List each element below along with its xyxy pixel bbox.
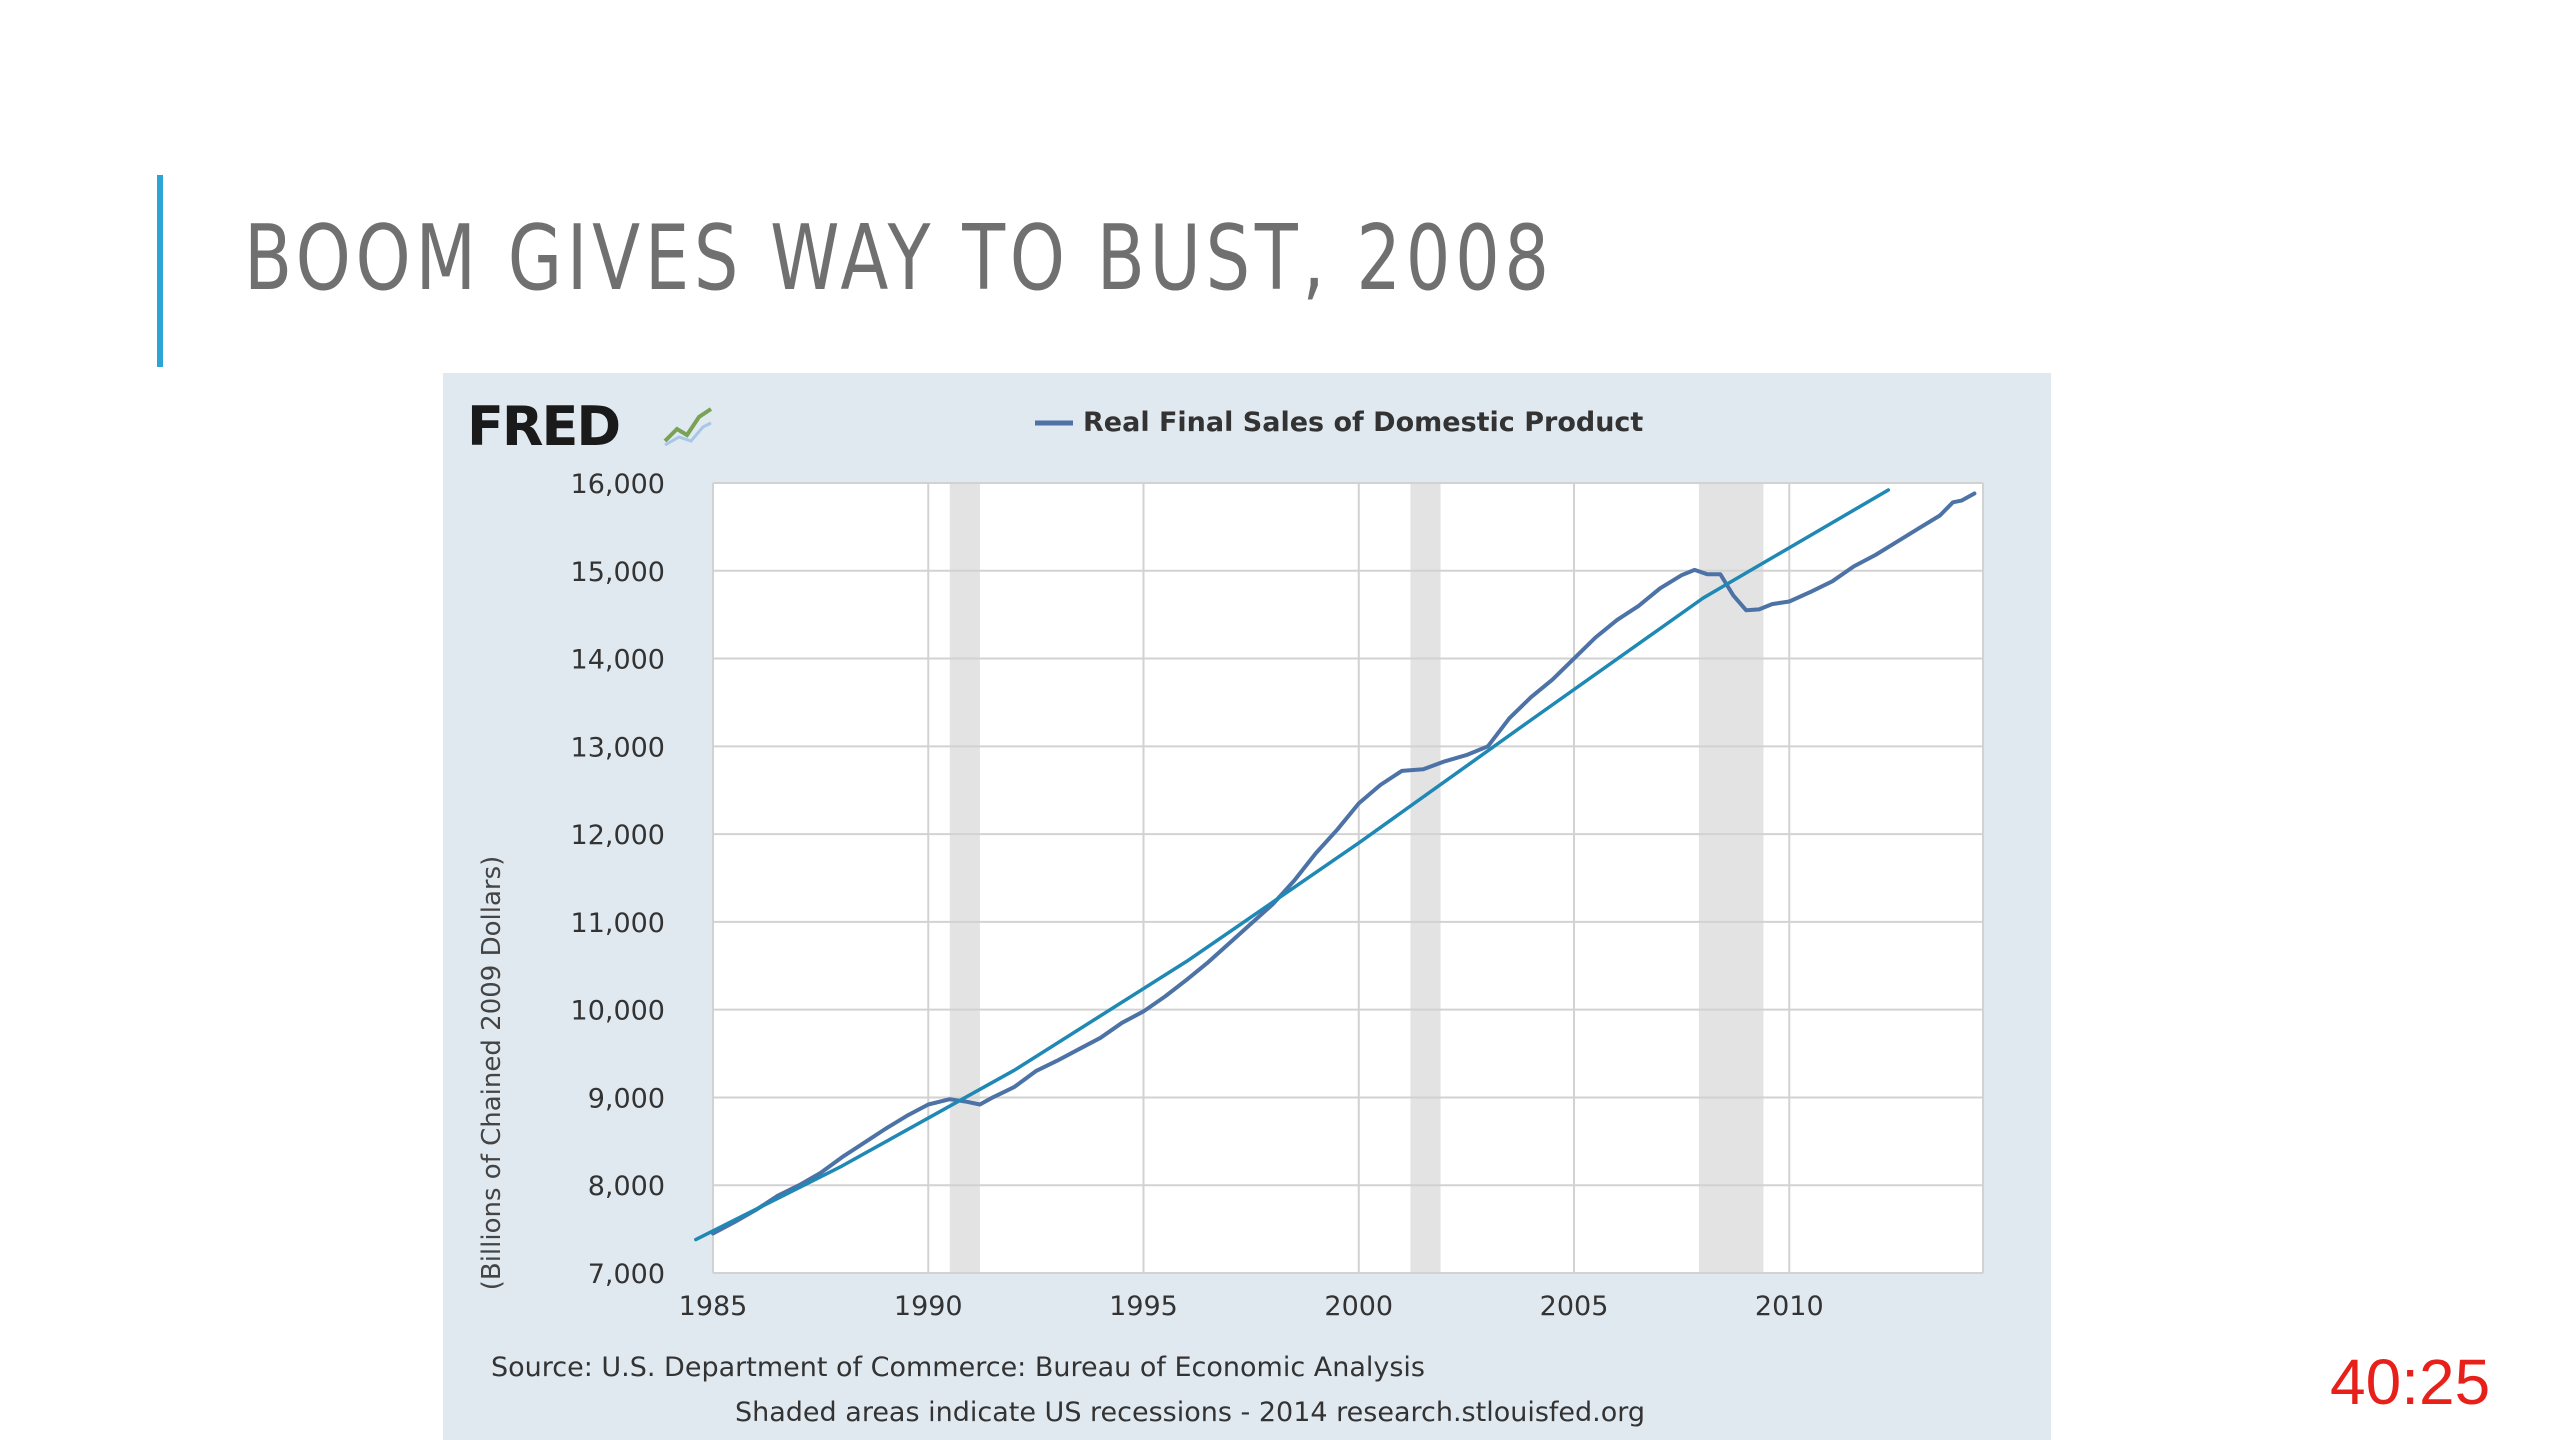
y-tick-label: 11,000 xyxy=(571,908,665,939)
x-tick-label: 2000 xyxy=(1324,1291,1393,1322)
line-chart-icon xyxy=(661,403,713,447)
y-tick-label: 10,000 xyxy=(571,996,665,1027)
source-note: Source: U.S. Department of Commerce: Bur… xyxy=(491,1352,1425,1383)
slide-title: BOOM GIVES WAY TO BUST, 2008 xyxy=(244,206,1554,311)
x-tick-label: 1995 xyxy=(1109,1291,1178,1322)
x-tick-label: 2010 xyxy=(1755,1291,1824,1322)
shading-note: Shaded areas indicate US recessions - 20… xyxy=(735,1397,1645,1428)
legend: Real Final Sales of Domestic Product xyxy=(1035,407,1643,438)
recession-shading xyxy=(949,483,1764,1273)
y-tick-label: 12,000 xyxy=(571,820,665,851)
y-tick-label: 15,000 xyxy=(571,557,665,588)
x-axis-ticks: 1985 1990 1995 2000 2005 2010 xyxy=(679,1291,1824,1322)
series-line-real-final-sales xyxy=(711,491,1977,1236)
recession-band xyxy=(949,483,980,1273)
series-lines xyxy=(694,488,1977,1242)
fred-logo: FRED xyxy=(467,395,713,458)
y-tick-label: 14,000 xyxy=(571,645,665,676)
grid-lines xyxy=(712,482,1984,1274)
recession-band xyxy=(1410,483,1441,1273)
y-tick-label: 16,000 xyxy=(571,469,665,500)
chart: 7,000 8,000 9,000 10,000 11,000 12,000 13,000 1… xyxy=(467,395,1984,1428)
timer: 40:25 xyxy=(2330,1346,2491,1418)
y-tick-label: 13,000 xyxy=(571,732,665,763)
x-tick-label: 1985 xyxy=(679,1291,748,1322)
y-axis-ticks: 7,000 8,000 9,000 10,000 11,000 12,000 13,000 1… xyxy=(571,469,665,1290)
x-tick-label: 1990 xyxy=(894,1291,963,1322)
series-line-trend xyxy=(694,488,1891,1242)
title-accent-bar xyxy=(157,175,163,367)
fred-logo-text: FRED xyxy=(467,395,619,458)
legend-label: Real Final Sales of Domestic Product xyxy=(1083,407,1643,438)
fred-chart-panel: 7,000 8,000 9,000 10,000 11,000 12,000 13,000 1… xyxy=(443,373,2051,1440)
y-tick-label: 8,000 xyxy=(588,1171,665,1202)
x-tick-label: 2005 xyxy=(1540,1291,1609,1322)
y-tick-label: 7,000 xyxy=(588,1259,665,1290)
plot-area xyxy=(713,483,1983,1273)
y-axis-label: (Billions of Chained 2009 Dollars) xyxy=(477,856,507,1291)
y-tick-label: 9,000 xyxy=(588,1083,665,1114)
recession-band xyxy=(1698,483,1764,1273)
